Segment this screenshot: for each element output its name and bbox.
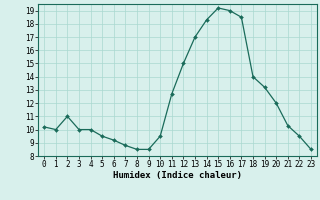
X-axis label: Humidex (Indice chaleur): Humidex (Indice chaleur) (113, 171, 242, 180)
